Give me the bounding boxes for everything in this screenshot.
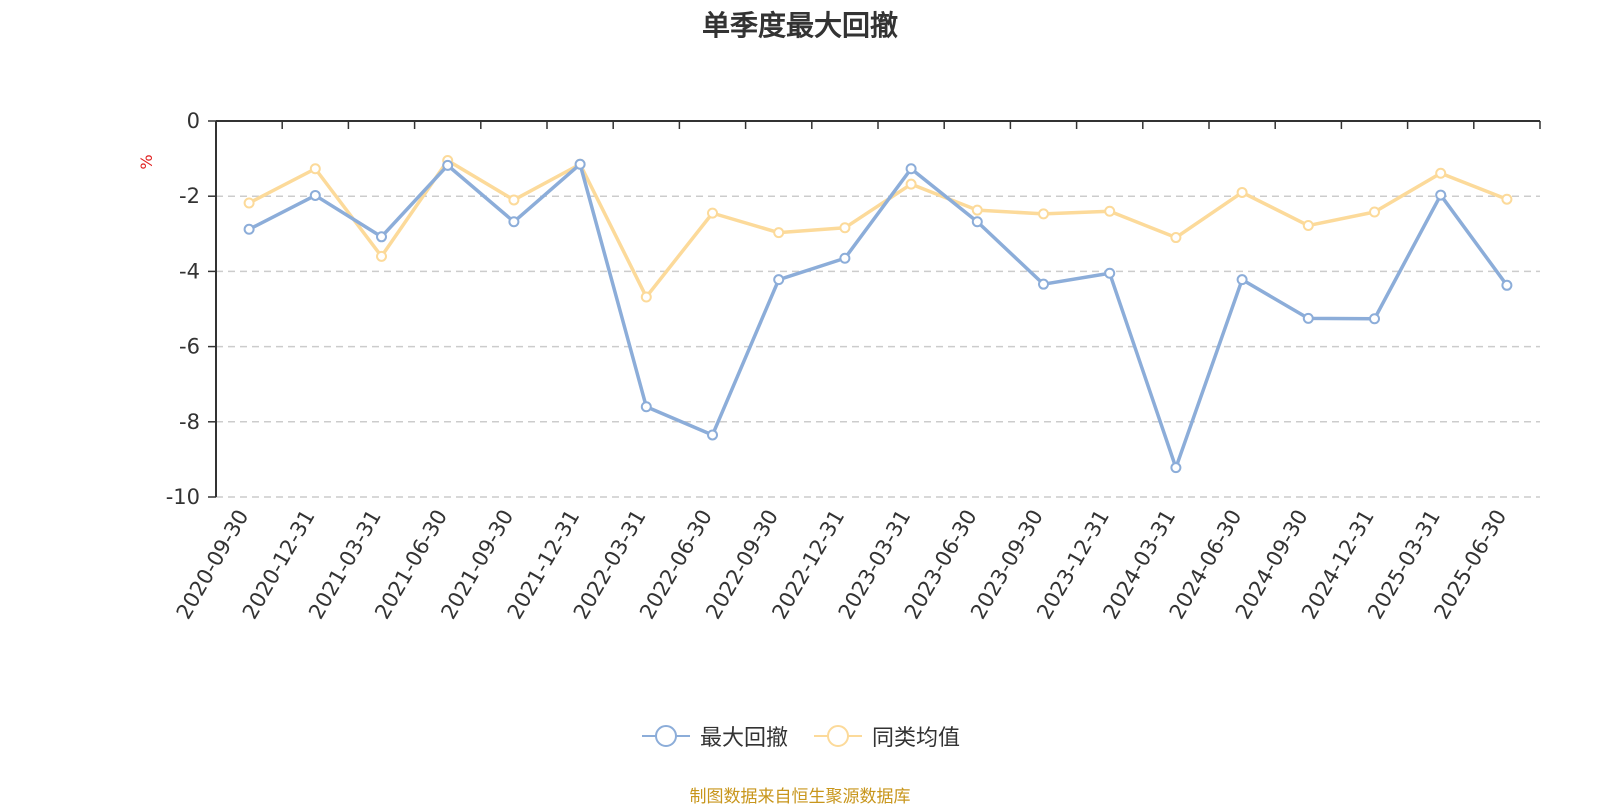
y-tick-label: -6 (179, 335, 200, 359)
data-point-max-drawdown (1302, 312, 1314, 324)
data-point-peer-average (1170, 232, 1182, 244)
data-point-peer-average (773, 227, 785, 239)
series-line-max-drawdown (248, 162, 1509, 470)
data-point-peer-average (1104, 205, 1116, 217)
data-point-peer-average (839, 222, 851, 234)
chart-title: 单季度最大回撤 (701, 9, 898, 42)
data-point-max-drawdown (574, 158, 586, 170)
data-point-peer-average (707, 207, 718, 219)
data-point-max-drawdown (839, 252, 851, 264)
data-source-note: 制图数据来自恒生聚源数据库 (689, 787, 911, 807)
data-point-peer-average (1038, 208, 1049, 220)
data-point-max-drawdown (243, 223, 255, 235)
data-point-peer-average (309, 163, 321, 175)
data-point-peer-average (376, 250, 387, 262)
y-axis-label: % (137, 154, 156, 169)
data-point-peer-average (905, 178, 917, 190)
series-line-peer-average (248, 158, 1508, 299)
data-point-max-drawdown (1104, 267, 1116, 279)
legend-label-peer-average: 同类均值 (872, 726, 961, 751)
data-point-peer-average (971, 204, 983, 216)
series-lines (243, 154, 1513, 474)
grid-lines (216, 195, 1540, 498)
data-point-max-drawdown (376, 231, 387, 243)
y-tick-label: -2 (179, 184, 200, 208)
data-point-peer-average (1302, 220, 1314, 232)
data-point-max-drawdown (773, 274, 785, 286)
legend-line-circle-icon (641, 725, 690, 747)
data-point-max-drawdown (1501, 279, 1513, 291)
legend: 最大回撤 同类均值 (0, 720, 1600, 752)
data-point-max-drawdown (707, 429, 718, 441)
y-tick-label: 0 (187, 109, 200, 133)
data-point-max-drawdown (971, 216, 983, 228)
data-point-peer-average (1236, 186, 1248, 198)
data-point-max-drawdown (1369, 313, 1380, 325)
data-point-max-drawdown (309, 189, 321, 201)
data-point-max-drawdown (508, 216, 520, 228)
y-tick-label: -10 (166, 485, 200, 509)
data-point-peer-average (1369, 206, 1380, 218)
data-point-max-drawdown (1236, 274, 1248, 286)
y-tick-label: -4 (179, 259, 200, 283)
data-point-peer-average (1501, 193, 1513, 205)
legend-label-max-drawdown: 最大回撤 (699, 726, 788, 751)
data-point-max-drawdown (1038, 278, 1049, 290)
legend-item-max-drawdown[interactable]: 最大回撤 (640, 720, 788, 752)
data-point-peer-average (640, 291, 652, 303)
legend-line-circle-icon (814, 725, 862, 747)
data-point-peer-average (1435, 167, 1447, 179)
data-point-peer-average (243, 197, 255, 209)
legend-item-peer-average[interactable]: 同类均值 (812, 720, 960, 752)
data-point-max-drawdown (442, 159, 454, 171)
data-point-peer-average (508, 194, 520, 206)
y-tick-label: -8 (179, 410, 200, 434)
data-point-max-drawdown (905, 163, 917, 175)
data-point-max-drawdown (1170, 462, 1182, 474)
data-point-max-drawdown (640, 401, 652, 413)
axes: 0-2-4-6-8-102020-09-302020-12-312021-03-… (166, 109, 1541, 623)
data-point-max-drawdown (1435, 189, 1447, 201)
